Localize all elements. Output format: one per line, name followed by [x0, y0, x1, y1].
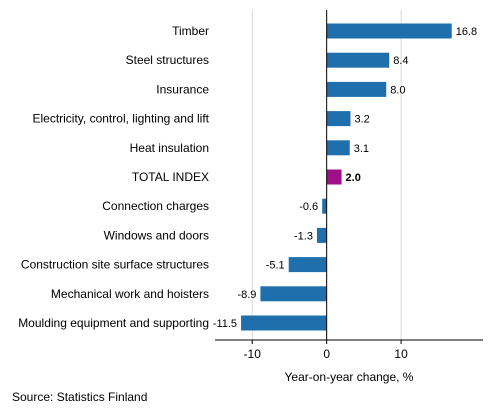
value-label: -1.3: [294, 230, 313, 242]
source-note: Source: Statistics Finland: [12, 390, 148, 404]
value-label: 3.2: [354, 114, 369, 126]
bar: [260, 286, 327, 302]
category-label: Mechanical work and hoisters: [51, 287, 209, 301]
value-label: -11.5: [213, 318, 237, 330]
value-label: -0.6: [299, 201, 318, 213]
value-label: 16.8: [456, 26, 477, 38]
x-tick-label: -10: [244, 347, 262, 361]
bar: [288, 257, 327, 273]
category-label: Construction site surface structures: [21, 258, 209, 272]
value-label: 3.1: [354, 143, 369, 155]
category-label: Heat insulation: [130, 141, 209, 155]
bars: [241, 23, 452, 331]
x-tick-labels: -10 0 10: [244, 340, 408, 361]
bar: [326, 111, 351, 127]
category-label: Connection charges: [102, 199, 209, 213]
value-label: 8.0: [390, 84, 405, 96]
x-tick-label: 10: [394, 347, 408, 361]
value-label: 2.0: [346, 172, 361, 184]
value-label: -8.9: [237, 289, 256, 301]
x-axis-title: Year-on-year change, %: [285, 370, 414, 384]
x-tick-label: 0: [323, 347, 330, 361]
category-label: Electricity, control, lighting and lift: [32, 112, 209, 126]
category-label: Windows and doors: [104, 228, 209, 242]
category-labels: Timber Steel structures Insurance Electrici…: [18, 24, 209, 330]
bar: [326, 169, 342, 185]
category-label: TOTAL INDEX: [132, 170, 209, 184]
bar: [326, 52, 390, 68]
value-label: 8.4: [393, 55, 408, 67]
bar: [316, 227, 327, 243]
value-labels: 16.8 8.4 8.0 3.2 3.1 2.0 -0.6 -1.3 -5.1 -8.9 -11.5: [213, 26, 477, 330]
bar: [326, 140, 350, 156]
value-label: -5.1: [266, 260, 285, 272]
grid-lines: [251, 10, 402, 340]
category-label: Steel structures: [126, 53, 209, 67]
bar: [322, 198, 327, 214]
bar: [326, 81, 387, 97]
bar: [241, 315, 327, 331]
category-label: Insurance: [156, 82, 209, 96]
bar: [326, 23, 452, 39]
category-label: Moulding equipment and supporting: [18, 316, 209, 330]
category-label: Timber: [172, 24, 209, 38]
